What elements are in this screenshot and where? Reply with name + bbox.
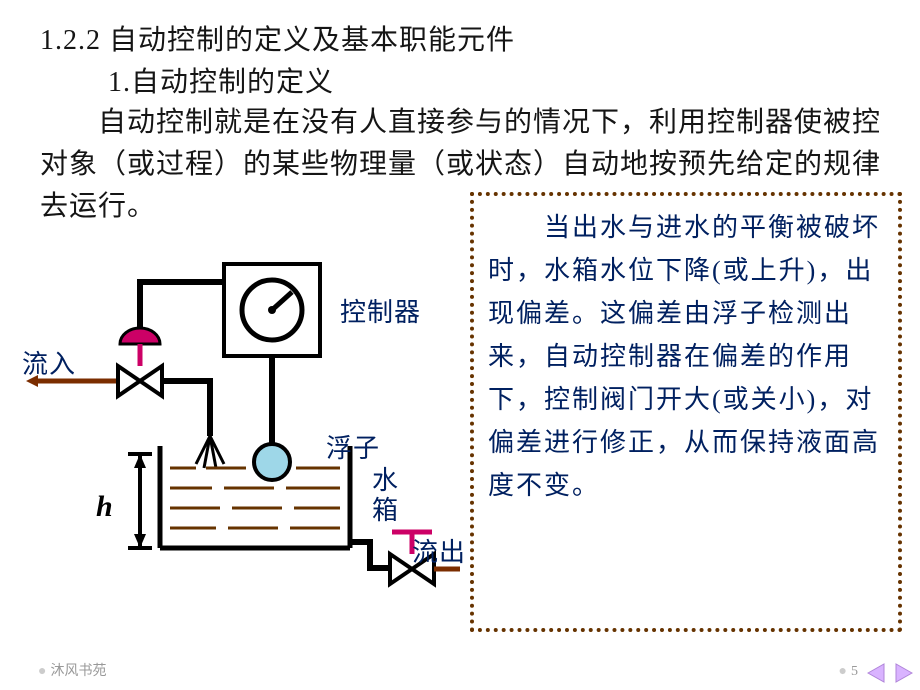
label-outflow: 流出 [412,532,466,569]
prev-arrow-icon[interactable] [868,664,884,682]
next-arrow-icon[interactable] [896,664,912,682]
footer-source: 沐风书苑 [38,660,106,680]
label-float: 浮子 [326,428,380,465]
label-h: h [96,490,114,524]
section-title: 1.2.2 自动控制的定义及基本职能元件 [40,18,515,58]
label-controller: 控制器 [340,292,421,329]
sub-title: 1.自动控制的定义 [108,60,334,100]
label-inflow: 流入 [22,344,76,381]
page-number: 5 [839,664,858,680]
explanation-box: 当出水与进水的平衡被破坏时，水箱水位下降(或上升)，出现偏差。这偏差由浮子检测出… [470,192,902,632]
nav-arrows[interactable] [866,662,914,684]
label-tank: 水 箱 [372,466,399,526]
